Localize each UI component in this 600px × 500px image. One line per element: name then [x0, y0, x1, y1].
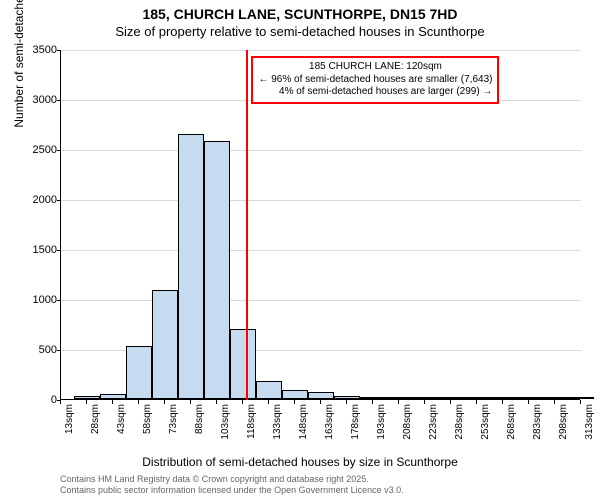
xtick-mark — [190, 400, 191, 404]
ytick-mark — [57, 250, 61, 251]
xtick-label: 298sqm — [558, 404, 569, 464]
histogram-bar — [308, 392, 334, 399]
xtick-label: 253sqm — [480, 404, 491, 464]
ytick-label: 1000 — [7, 294, 57, 306]
histogram-bar — [386, 397, 412, 399]
ytick-mark — [57, 150, 61, 151]
xtick-mark — [138, 400, 139, 404]
xtick-label: 13sqm — [64, 404, 75, 464]
histogram-bar — [282, 390, 308, 399]
xtick-label: 118sqm — [246, 404, 257, 464]
annotation-line1: 185 CHURCH LANE: 120sqm — [258, 61, 492, 74]
xtick-label: 313sqm — [584, 404, 595, 464]
xtick-mark — [164, 400, 165, 404]
histogram-bar — [490, 397, 516, 399]
xtick-mark — [424, 400, 425, 404]
xtick-mark — [476, 400, 477, 404]
gridline — [61, 300, 581, 301]
ytick-label: 0 — [7, 394, 57, 406]
xtick-label: 223sqm — [428, 404, 439, 464]
xtick-label: 148sqm — [298, 404, 309, 464]
xtick-mark — [112, 400, 113, 404]
xtick-label: 193sqm — [376, 404, 387, 464]
xtick-mark — [60, 400, 61, 404]
xtick-mark — [268, 400, 269, 404]
xtick-label: 58sqm — [142, 404, 153, 464]
histogram-bar — [438, 397, 464, 399]
ytick-label: 3500 — [7, 44, 57, 56]
ytick-mark — [57, 350, 61, 351]
xtick-mark — [450, 400, 451, 404]
gridline — [61, 200, 581, 201]
histogram-bar — [256, 381, 282, 399]
xtick-mark — [502, 400, 503, 404]
histogram-bar — [516, 397, 542, 399]
gridline — [61, 50, 581, 51]
xtick-mark — [346, 400, 347, 404]
xtick-mark — [554, 400, 555, 404]
chart-title: 185, CHURCH LANE, SCUNTHORPE, DN15 7HD — [0, 6, 600, 22]
histogram-bar — [204, 141, 230, 399]
ytick-mark — [57, 300, 61, 301]
histogram-bar — [412, 397, 438, 399]
xtick-mark — [86, 400, 87, 404]
xtick-mark — [372, 400, 373, 404]
histogram-bar — [126, 346, 152, 399]
xtick-label: 283sqm — [532, 404, 543, 464]
attribution-text: Contains HM Land Registry data © Crown c… — [60, 474, 404, 496]
ytick-mark — [57, 200, 61, 201]
xtick-label: 88sqm — [194, 404, 205, 464]
histogram-bar — [74, 396, 100, 399]
xtick-mark — [294, 400, 295, 404]
histogram-bar — [152, 290, 178, 399]
histogram-bar — [464, 397, 490, 399]
xtick-label: 163sqm — [324, 404, 335, 464]
annotation-line3: 4% of semi-detached houses are larger (2… — [258, 86, 492, 99]
gridline — [61, 150, 581, 151]
xtick-label: 133sqm — [272, 404, 283, 464]
ytick-label: 2000 — [7, 194, 57, 206]
xtick-label: 268sqm — [506, 404, 517, 464]
reference-line — [246, 50, 248, 400]
histogram-bar — [542, 397, 568, 399]
xtick-label: 208sqm — [402, 404, 413, 464]
chart-subtitle: Size of property relative to semi-detach… — [0, 24, 600, 39]
xtick-mark — [242, 400, 243, 404]
histogram-bar — [178, 134, 204, 399]
xtick-label: 238sqm — [454, 404, 465, 464]
ytick-label: 3000 — [7, 94, 57, 106]
histogram-bar — [334, 396, 360, 400]
xtick-mark — [216, 400, 217, 404]
histogram-bar — [568, 397, 594, 399]
ytick-mark — [57, 50, 61, 51]
xtick-label: 178sqm — [350, 404, 361, 464]
ytick-mark — [57, 100, 61, 101]
y-axis-label: Number of semi-detached properties — [12, 0, 26, 128]
xtick-mark — [528, 400, 529, 404]
annotation-line2: ← 96% of semi-detached houses are smalle… — [258, 74, 492, 87]
xtick-label: 43sqm — [116, 404, 127, 464]
xtick-label: 73sqm — [168, 404, 179, 464]
attribution-line2: Contains public sector information licen… — [60, 485, 404, 495]
xtick-mark — [398, 400, 399, 404]
attribution-line1: Contains HM Land Registry data © Crown c… — [60, 474, 369, 484]
histogram-bar — [100, 394, 126, 399]
histogram-bar — [230, 329, 256, 399]
xtick-mark — [580, 400, 581, 404]
xtick-mark — [320, 400, 321, 404]
ytick-label: 1500 — [7, 244, 57, 256]
ytick-label: 500 — [7, 344, 57, 356]
xtick-label: 28sqm — [90, 404, 101, 464]
annotation-box: 185 CHURCH LANE: 120sqm← 96% of semi-det… — [251, 56, 499, 104]
ytick-label: 2500 — [7, 144, 57, 156]
histogram-bar — [360, 397, 386, 399]
gridline — [61, 250, 581, 251]
xtick-label: 103sqm — [220, 404, 231, 464]
chart-container: 185, CHURCH LANE, SCUNTHORPE, DN15 7HD S… — [0, 0, 600, 500]
